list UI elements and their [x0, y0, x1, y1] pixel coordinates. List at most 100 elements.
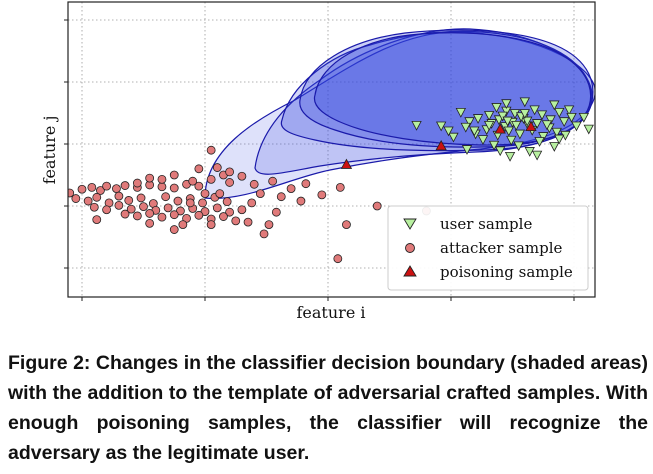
attacker-sample-point [296, 196, 306, 206]
attacker-sample-point [198, 198, 207, 208]
legend-item-poisoning: poisoning sample [403, 263, 573, 281]
attacker-sample-point [157, 174, 167, 184]
user-sample-point [524, 147, 535, 157]
legend-item-attacker: attacker sample [405, 239, 563, 257]
attacker-sample-point [169, 170, 179, 180]
user-sample-point [504, 151, 516, 162]
legend: user sample attacker sample poisoning sa… [387, 205, 589, 291]
attacker-sample-point [185, 198, 195, 208]
attacker-sample-point [243, 217, 253, 227]
user-sample-point [549, 100, 560, 111]
user-sample-point [411, 121, 422, 131]
attacker-sample-point [124, 196, 134, 205]
user-sample-point [536, 110, 548, 121]
attacker-sample-point [120, 181, 130, 190]
user-sample-point [529, 105, 540, 116]
attacker-sample-point [120, 209, 130, 219]
user-sample-point [566, 112, 577, 123]
figure: feature i feature j user sample attacker… [40, 1, 596, 322]
attacker-sample-point [212, 163, 222, 172]
attacker-sample-point [255, 189, 265, 199]
attacker-sample-point [276, 192, 286, 202]
attacker-sample-point [114, 200, 124, 210]
attacker-sample-point [219, 212, 228, 221]
attacker-sample-point [317, 190, 327, 200]
user-sample-point [578, 112, 590, 123]
attacker-sample-point [161, 192, 171, 202]
attacker-sample-point [231, 216, 241, 226]
user-sample-point [501, 99, 512, 110]
attacker-sample-point [268, 176, 278, 186]
user-sample-point [583, 124, 594, 135]
attacker-sample-point [87, 182, 97, 192]
plot-frame [67, 1, 596, 298]
user-sample-point [558, 117, 570, 128]
attacker-sample-point [92, 215, 102, 225]
attacker-sample-point [259, 229, 269, 239]
user-sample-point [531, 150, 543, 161]
attacker-sample-point [102, 205, 111, 215]
user-sample-point [455, 107, 467, 118]
attacker-sample-point [68, 188, 75, 198]
attacker-sample-point [194, 210, 204, 220]
attacker-sample-point [53, 211, 61, 219]
user-sample-point [460, 122, 471, 133]
poisoning-sample-point [494, 123, 506, 134]
x-axis-label: feature i [297, 303, 366, 322]
user-sample-point [519, 109, 530, 119]
attacker-sample-point [206, 174, 216, 184]
attacker-sample-point [188, 176, 198, 186]
attacker-sample-point [126, 204, 136, 214]
attacker-sample-point [145, 209, 155, 218]
figure-caption: Figure 2: Changes in the classifier deci… [8, 352, 648, 464]
user-sample-point [443, 126, 454, 137]
attacker-sample-point [335, 182, 345, 192]
attacker-sample-point [271, 207, 281, 217]
attacker-sample-point [215, 189, 225, 199]
attacker-sample-point [247, 198, 257, 208]
attacker-sample-point [237, 171, 247, 181]
attacker-sample-point [92, 192, 102, 202]
user-sample-point [503, 126, 514, 137]
attacker-sample-point [77, 184, 87, 194]
legend-box [387, 205, 589, 291]
attacker-sample-point [83, 196, 93, 206]
user-sample-point [551, 127, 562, 138]
attacker-sample-point [89, 202, 99, 212]
user-sample-point [545, 115, 556, 126]
user-sample-point [514, 129, 526, 140]
attacker-sample-point [237, 205, 247, 215]
legend-attacker-label: attacker sample [440, 239, 563, 257]
attacker-sample-point [333, 254, 343, 264]
attacker-sample-point [139, 202, 148, 212]
attacker-sample-point [112, 184, 121, 194]
poisoning-sample-point [435, 140, 447, 151]
attacker-sample-point [225, 207, 235, 217]
user-sample-point [541, 120, 553, 131]
poisoning-sample-point [340, 158, 353, 169]
user-sample-point [522, 116, 533, 127]
user-sample-point [495, 146, 506, 157]
data-points [53, 97, 594, 264]
user-sample-point [563, 105, 575, 116]
user-sample-point [513, 141, 524, 152]
attacker-sample-point [163, 203, 173, 213]
user-sample-point [488, 140, 500, 151]
attacker-sample-point [71, 194, 81, 203]
attacker-sample-point [206, 220, 216, 230]
grid [64, 2, 595, 301]
attacker-sample-point [157, 212, 167, 222]
attacker-sample-point [264, 220, 274, 230]
scatter-plot: feature i feature j user sample attacker… [40, 1, 596, 322]
attacker-sample-point [372, 201, 382, 211]
user-sample-point [469, 126, 480, 137]
user-sample-point [531, 119, 543, 129]
attacker-sample-point [200, 189, 210, 199]
legend-user-marker [403, 218, 417, 230]
attacker-sample-point [194, 181, 204, 191]
attacker-sample-point [169, 183, 179, 193]
legend-item-user: user sample [403, 215, 532, 233]
user-sample-point [571, 121, 582, 132]
attacker-sample-point [178, 220, 188, 230]
attacker-sample-point [169, 210, 179, 220]
